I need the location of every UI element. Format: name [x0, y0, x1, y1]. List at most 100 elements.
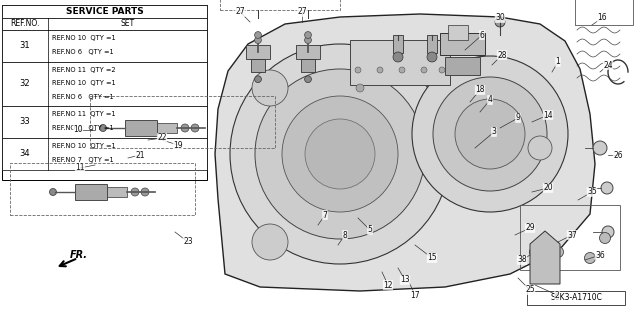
Text: 21: 21	[135, 151, 145, 160]
Bar	[107, 187, 127, 197]
Text: 28: 28	[497, 50, 507, 60]
Text: 27: 27	[235, 8, 245, 17]
Circle shape	[584, 253, 595, 263]
Text: 27: 27	[297, 8, 307, 17]
Bar	[296, 45, 320, 59]
Circle shape	[455, 99, 525, 169]
Bar	[448, 25, 468, 40]
Text: 34: 34	[20, 150, 30, 159]
Bar	[440, 33, 485, 55]
Text: 16: 16	[597, 13, 607, 23]
Bar	[157, 123, 177, 133]
Bar	[527, 291, 625, 305]
Text: 33: 33	[20, 117, 30, 127]
Circle shape	[427, 52, 437, 62]
Bar	[427, 35, 437, 53]
Text: 6: 6	[479, 31, 484, 40]
Text: 13: 13	[400, 276, 410, 285]
Bar	[125, 120, 157, 136]
Polygon shape	[215, 14, 595, 291]
Bar	[75, 184, 107, 200]
Text: 19: 19	[173, 140, 183, 150]
Text: 32: 32	[20, 79, 30, 88]
Circle shape	[393, 52, 403, 62]
Text: 26: 26	[613, 151, 623, 160]
Text: 12: 12	[383, 280, 393, 290]
Text: 20: 20	[543, 183, 553, 192]
Bar	[2, 30, 207, 62]
Circle shape	[396, 50, 420, 74]
Circle shape	[433, 77, 547, 191]
Bar	[575, 0, 633, 25]
Circle shape	[191, 124, 199, 132]
Circle shape	[252, 224, 288, 260]
Text: 29: 29	[525, 224, 535, 233]
Text: 37: 37	[567, 231, 577, 240]
Text: 11: 11	[76, 164, 84, 173]
Text: FR.: FR.	[70, 250, 88, 260]
Bar	[520, 205, 620, 270]
Circle shape	[49, 189, 56, 196]
Text: 18: 18	[476, 85, 484, 94]
Circle shape	[305, 37, 312, 43]
Text: REF.NO 6   QTY =1: REF.NO 6 QTY =1	[52, 49, 114, 55]
Text: 15: 15	[427, 254, 437, 263]
Text: REF.NO 6   QTY =1: REF.NO 6 QTY =1	[52, 94, 114, 100]
Bar	[10, 163, 195, 215]
Text: 4: 4	[488, 95, 492, 105]
Text: 9: 9	[516, 114, 520, 122]
Text: 5: 5	[367, 226, 372, 234]
Text: REF.NO 7   QTY =1: REF.NO 7 QTY =1	[52, 157, 114, 163]
Circle shape	[99, 124, 106, 131]
Bar	[2, 106, 207, 138]
Text: 25: 25	[525, 286, 535, 294]
Circle shape	[356, 84, 364, 92]
Circle shape	[602, 226, 614, 238]
Circle shape	[439, 67, 445, 73]
Text: SERVICE PARTS: SERVICE PARTS	[66, 7, 143, 16]
Circle shape	[529, 247, 541, 257]
Text: 1: 1	[556, 57, 561, 66]
Circle shape	[252, 70, 288, 106]
Circle shape	[421, 67, 427, 73]
Text: REF.NO 10  QTY =1: REF.NO 10 QTY =1	[52, 35, 116, 41]
Text: 14: 14	[543, 110, 553, 120]
Text: 17: 17	[410, 291, 420, 300]
Circle shape	[528, 136, 552, 160]
Text: 30: 30	[495, 13, 505, 23]
Circle shape	[305, 119, 375, 189]
Text: 10: 10	[73, 125, 83, 135]
Circle shape	[495, 17, 505, 27]
Text: 2: 2	[555, 291, 559, 300]
Bar	[2, 62, 207, 106]
Bar	[445, 57, 480, 75]
Text: 36: 36	[595, 250, 605, 259]
Circle shape	[255, 32, 261, 38]
Circle shape	[255, 69, 425, 239]
Circle shape	[552, 247, 563, 257]
Text: 35: 35	[587, 188, 597, 197]
Circle shape	[230, 44, 450, 264]
Circle shape	[255, 37, 261, 43]
Circle shape	[181, 124, 189, 132]
Bar	[301, 59, 315, 72]
Circle shape	[593, 141, 607, 155]
Circle shape	[141, 188, 149, 196]
Bar	[90, 96, 275, 148]
Bar	[2, 138, 207, 170]
Bar	[393, 35, 403, 53]
Circle shape	[399, 67, 405, 73]
Text: 3: 3	[492, 128, 497, 137]
Text: 24: 24	[603, 61, 613, 70]
Circle shape	[255, 76, 261, 83]
Circle shape	[600, 233, 611, 243]
Polygon shape	[530, 231, 560, 284]
Circle shape	[131, 188, 139, 196]
Circle shape	[282, 96, 398, 212]
Bar	[2, 5, 207, 18]
Circle shape	[412, 56, 568, 212]
Text: 38: 38	[517, 256, 527, 264]
Circle shape	[377, 67, 383, 73]
Text: REF.NO.: REF.NO.	[10, 19, 40, 28]
Text: REF.NO 10  QTY =1: REF.NO 10 QTY =1	[52, 80, 116, 86]
